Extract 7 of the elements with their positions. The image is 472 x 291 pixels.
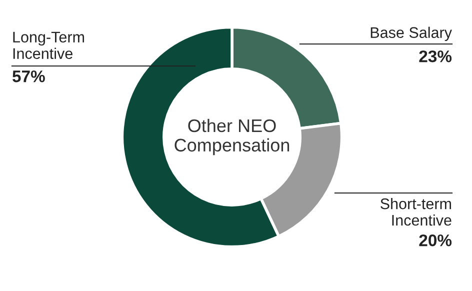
- data-label: 57%: [12, 70, 45, 82]
- data-label: 20%: [419, 234, 452, 246]
- slice-label: Short-term Incentive: [380, 198, 452, 226]
- slice-label: Base Salary: [370, 26, 452, 41]
- slice-label: Long-Term Incentive: [13, 32, 84, 59]
- text: Other NEO Compensation: [174, 118, 290, 156]
- data-label: 23%: [419, 50, 452, 62]
